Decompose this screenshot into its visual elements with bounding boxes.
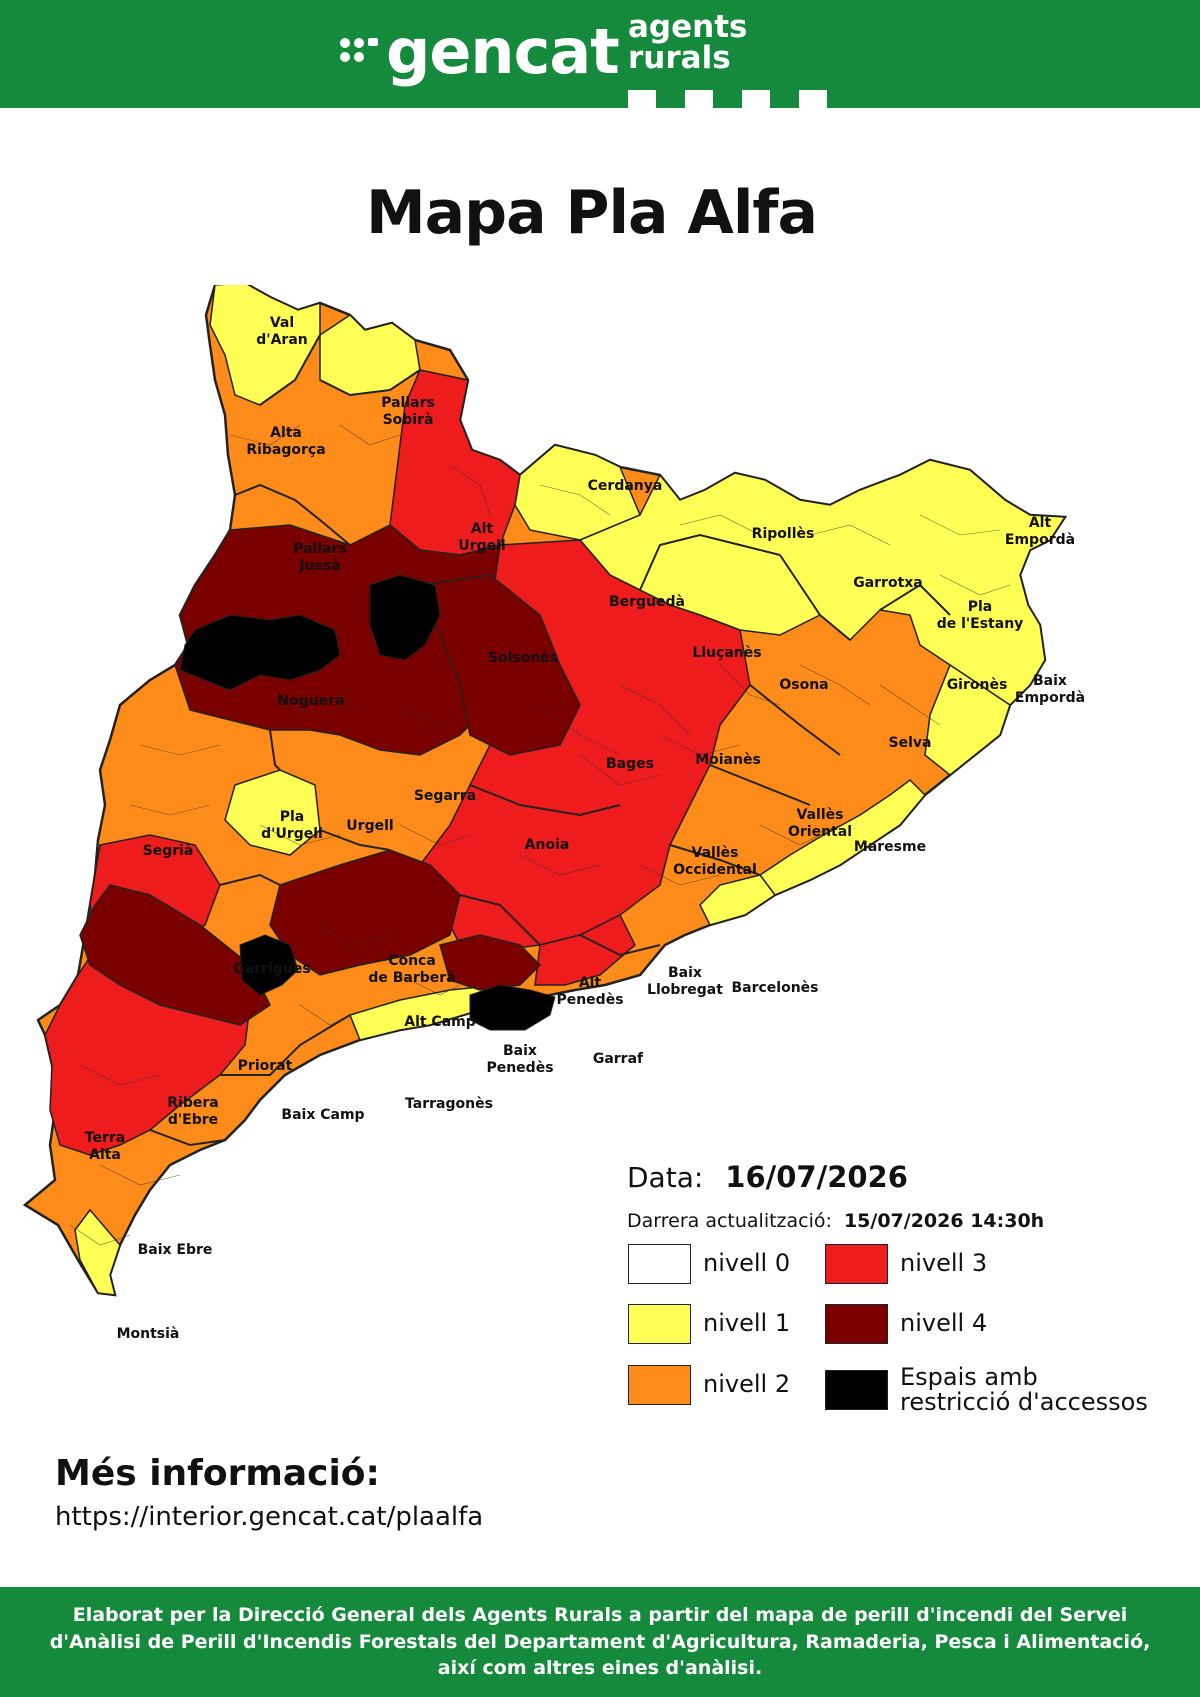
- gencat-logo[interactable]: gencat: [340, 14, 620, 90]
- region-label: Bages: [606, 756, 654, 772]
- area-priorat-west: [79, 884, 271, 1026]
- legend: nivell 0 nivell 1 nivell 2 nivell 3 nive…: [628, 1244, 1188, 1417]
- region-label: Pallars Sobirà: [381, 395, 435, 428]
- region-label: Conca de Barberà: [368, 953, 455, 986]
- last-update-label: Darrera actualització:: [627, 1210, 832, 1232]
- area-ripolles-garrotxa: [578, 459, 1067, 706]
- legend-label: nivell 0: [703, 1249, 791, 1278]
- restricted-area-penedes: [469, 984, 556, 1031]
- restricted-areas: [179, 574, 556, 1031]
- restricted-area-boumort: [369, 574, 441, 661]
- legend-label: nivell 4: [900, 1309, 988, 1338]
- legend-label: nivell 1: [703, 1309, 791, 1338]
- legend-item-level-0: nivell 0: [628, 1244, 790, 1284]
- region-label: Urgell: [346, 818, 393, 834]
- region-label: Vallès Oriental: [788, 807, 852, 840]
- region-label: Pla d'Urgell: [261, 809, 323, 842]
- region-label: Vallès Occidental: [673, 845, 757, 878]
- gencat-dots-icon: [340, 32, 380, 72]
- agents-rurals-logo: agents rurals: [628, 12, 848, 118]
- region-label: Baix Camp: [281, 1107, 364, 1123]
- region-label: Segarra: [414, 788, 476, 804]
- legend-swatch: [825, 1304, 888, 1344]
- region-label: Anoia: [525, 837, 570, 853]
- comarca-borders: [149, 334, 951, 1147]
- region-label: Baix Llobregat: [647, 965, 723, 998]
- legend-item-restricted: Espais amb restricció d'accessos: [825, 1363, 1155, 1417]
- region-label: Terra Alta: [85, 1130, 125, 1163]
- region-label: Garraf: [593, 1051, 644, 1067]
- area-montsia-yellow: [74, 1208, 121, 1296]
- restricted-area-montsec: [179, 614, 341, 691]
- catalonia-map: Val d'Aran Pallars Sobirà Alta Ribagorça Cerda…: [20, 285, 1180, 1405]
- region-label: Val d'Aran: [256, 315, 307, 348]
- legend-swatch: [825, 1244, 888, 1284]
- region-label: Ribera d'Ebre: [167, 1095, 218, 1128]
- area-pla-urgell: [224, 769, 321, 856]
- region-label: Osona: [779, 677, 828, 693]
- date-row: Data: 16/07/2026: [627, 1160, 908, 1194]
- date-value: 16/07/2026: [725, 1160, 908, 1194]
- region-label: Priorat: [238, 1058, 293, 1074]
- region-label: Tarragonès: [405, 1096, 493, 1112]
- region-label: Selva: [889, 735, 932, 751]
- region-label: Alt Urgell: [458, 521, 505, 554]
- region-label: Baix Penedès: [486, 1043, 553, 1076]
- area-baix-emporda: [924, 663, 1011, 776]
- region-label: Montsià: [117, 1326, 180, 1342]
- legend-swatch: [628, 1244, 691, 1284]
- region-label: Baix Empordà: [1015, 673, 1085, 706]
- agents-rurals-text: agents rurals: [628, 9, 748, 76]
- legend-item-level-4: nivell 4: [825, 1304, 987, 1344]
- region-label: Alt Empordà: [1005, 515, 1075, 548]
- area-alt-camp-dark: [439, 934, 542, 991]
- area-anoia-south: [534, 913, 636, 986]
- footer-bar: Elaborat per la Direcció General dels Ag…: [0, 1587, 1200, 1697]
- region-label: Berguedà: [609, 594, 685, 610]
- region-labels: Val d'Aran Pallars Sobirà Alta Ribagorça Cerda…: [85, 315, 1085, 1342]
- region-label: Segrià: [143, 843, 194, 859]
- region-label: Alt Camp: [404, 1014, 476, 1030]
- page-title: Mapa Pla Alfa: [365, 178, 818, 248]
- area-solsones: [418, 574, 581, 756]
- legend-label: nivell 3: [900, 1249, 988, 1278]
- footer-credit-text: Elaborat per la Direcció General dels Ag…: [49, 1603, 1151, 1680]
- region-label: Noguera: [277, 693, 344, 709]
- legend-swatch: [628, 1304, 691, 1344]
- map-svg: Val d'Aran Pallars Sobirà Alta Ribagorça Cerda…: [22, 285, 1085, 1342]
- region-label: Alt Penedès: [556, 975, 623, 1008]
- municipal-borders: [69, 424, 1011, 1246]
- gencat-logo-text: gencat: [386, 15, 620, 88]
- legend-item-level-1: nivell 1: [628, 1304, 790, 1344]
- legend-item-level-3: nivell 3: [825, 1244, 987, 1284]
- more-info-link[interactable]: https://interior.gencat.cat/plaalfa: [55, 1502, 484, 1532]
- region-label: Pallars Jussà: [293, 541, 347, 574]
- level-1-areas: [74, 285, 1067, 1296]
- legend-swatch: [825, 1370, 888, 1411]
- region-label: Pla de l'Estany: [937, 599, 1024, 632]
- region-label: Ripollès: [752, 526, 815, 542]
- region-label: Cerdanya: [588, 478, 663, 494]
- last-update-row: Darrera actualització: 15/07/2026 14:30h: [627, 1210, 1044, 1232]
- region-label: Baix Ebre: [138, 1242, 213, 1258]
- region-label: Maresme: [854, 839, 926, 855]
- region-label: Alta Ribagorça: [246, 425, 325, 458]
- legend-item-level-2: nivell 2: [628, 1365, 790, 1405]
- region-label: Garrotxa: [853, 575, 923, 591]
- legend-swatch: [628, 1365, 691, 1405]
- region-label: Moianès: [695, 752, 761, 768]
- restricted-area-montsant: [239, 934, 299, 996]
- region-label: Garrigues: [233, 961, 310, 977]
- region-label: Barcelonès: [731, 980, 818, 996]
- date-label: Data:: [627, 1161, 704, 1194]
- region-label: Lluçanès: [692, 645, 761, 661]
- last-update-value: 15/07/2026 14:30h: [843, 1210, 1045, 1232]
- more-info-title: Més informació:: [55, 1453, 380, 1494]
- legend-label: Espais amb restricció d'accessos: [900, 1363, 1148, 1417]
- header-bar: gencat agents rurals: [0, 0, 1200, 118]
- legend-label: nivell 2: [703, 1370, 791, 1399]
- region-label: Gironès: [947, 677, 1008, 693]
- agents-rurals-squares-icon: [628, 90, 848, 118]
- region-label: Solsonès: [488, 650, 558, 666]
